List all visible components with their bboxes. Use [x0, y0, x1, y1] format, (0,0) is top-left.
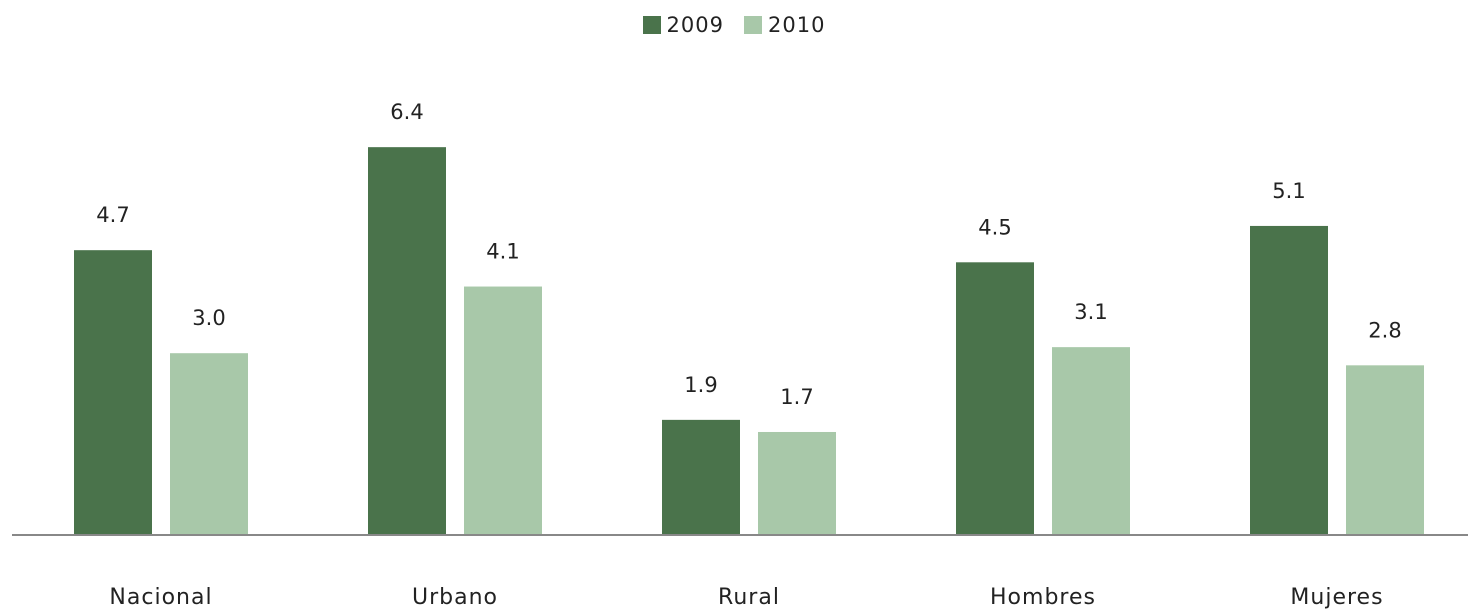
chart-legend: 2009 2010: [0, 13, 1468, 37]
value-label-2010-mujeres: 2.8: [1368, 318, 1401, 342]
bars-group: [74, 147, 1424, 535]
value-label-2010-hombres: 3.1: [1074, 300, 1107, 324]
legend-label-2009: 2009: [666, 13, 724, 37]
bar-2009-hombres: [956, 262, 1034, 535]
legend-item-2010: 2010: [744, 13, 825, 37]
value-labels-group: 4.7 3.0 6.4 4.1 1.9 1.7 4.5 3.1 5.1 2.8: [96, 100, 1401, 409]
value-label-2009-urbano: 6.4: [390, 100, 423, 124]
value-label-2009-hombres: 4.5: [978, 215, 1011, 239]
value-label-2009-nacional: 4.7: [96, 203, 129, 227]
legend-swatch-2010: [744, 16, 762, 34]
bar-2009-rural: [662, 419, 740, 535]
bar-2010-rural: [758, 431, 836, 535]
value-label-2010-rural: 1.7: [780, 385, 813, 409]
value-label-2009-rural: 1.9: [684, 373, 717, 397]
value-label-2010-nacional: 3.0: [192, 306, 225, 330]
value-label-2010-urbano: 4.1: [486, 240, 519, 264]
category-labels-group: Nacional Urbano Rural Hombres Mujeres: [109, 585, 1383, 610]
category-label-urbano: Urbano: [412, 585, 498, 610]
category-label-nacional: Nacional: [109, 585, 212, 610]
category-label-mujeres: Mujeres: [1290, 585, 1383, 610]
bar-2010-mujeres: [1346, 365, 1424, 535]
bar-2010-urbano: [464, 286, 542, 535]
category-label-hombres: Hombres: [990, 585, 1096, 610]
bar-2009-mujeres: [1250, 225, 1328, 535]
legend-swatch-2009: [642, 16, 661, 34]
category-label-rural: Rural: [718, 585, 780, 610]
bar-2009-urbano: [368, 147, 446, 535]
bar-2009-nacional: [74, 250, 152, 535]
legend-label-2010: 2010: [768, 13, 826, 37]
legend-item-2009: 2009: [642, 13, 724, 37]
bar-2010-hombres: [1052, 347, 1130, 535]
value-label-2009-mujeres: 5.1: [1272, 179, 1305, 203]
bar-2010-nacional: [170, 353, 248, 535]
